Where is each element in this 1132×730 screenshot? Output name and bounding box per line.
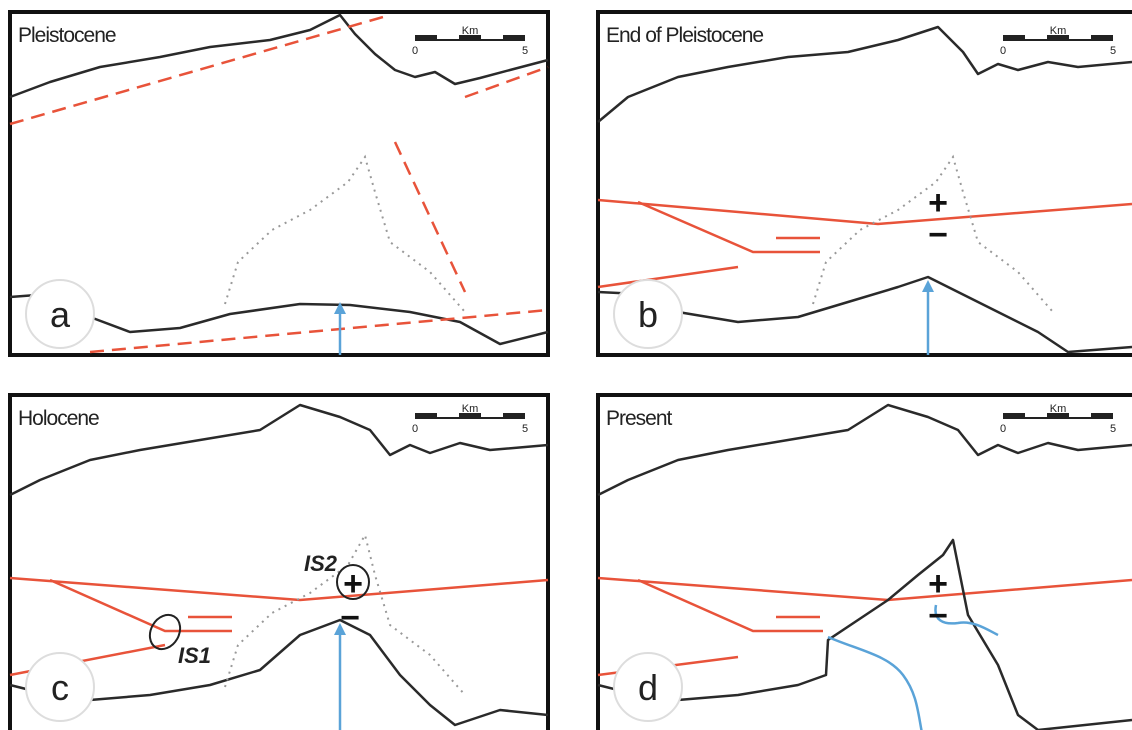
panel-letter: b — [638, 294, 658, 335]
fault — [49, 578, 232, 633]
ridge — [597, 538, 1132, 730]
scale-end: 5 — [522, 45, 528, 57]
ridge — [9, 618, 549, 727]
scale-unit: Km — [1050, 403, 1067, 415]
fault — [597, 198, 1132, 226]
scale-start: 0 — [412, 423, 418, 435]
fault — [637, 578, 823, 633]
panel-letter: a — [50, 294, 71, 335]
letter-badge — [613, 279, 683, 349]
river — [827, 635, 923, 730]
scale-end: 5 — [1110, 45, 1116, 57]
fault — [9, 576, 549, 602]
panel-letter: c — [51, 667, 69, 708]
spot-outline — [336, 564, 370, 600]
panel-title: End of Pleistocene — [606, 24, 763, 47]
panel-frame — [8, 10, 550, 357]
panel-frame — [596, 393, 1132, 730]
uplift-sign: + — [928, 565, 948, 603]
panel-b: + − b End of Pleistocene Km 0 5 — [596, 10, 1132, 357]
panel-c: + − IS1 IS2 c Holocene Km 0 5 — [8, 393, 550, 730]
letter-badge — [25, 652, 95, 722]
scale-end: 5 — [1110, 423, 1116, 435]
scale-unit: Km — [1050, 25, 1067, 37]
panel-title: Present — [606, 407, 673, 430]
panel-letter: d — [638, 667, 658, 708]
scale-unit: Km — [462, 25, 479, 37]
river-arrow — [334, 623, 346, 635]
fault — [597, 265, 739, 289]
scale-unit: Km — [462, 403, 479, 415]
spot-label: IS1 — [178, 643, 211, 668]
river-arrow — [334, 302, 346, 314]
fault — [637, 200, 820, 254]
fault-dashed — [464, 65, 549, 99]
spot-outline — [148, 613, 182, 651]
letter-badge — [25, 279, 95, 349]
panel-frame — [8, 393, 550, 730]
panel-title: Pleistocene — [18, 24, 116, 47]
scale-start: 0 — [1000, 45, 1006, 57]
ridge — [597, 25, 1132, 123]
subsidence-sign: − — [928, 216, 948, 254]
scale-start: 0 — [1000, 423, 1006, 435]
letter-badge — [613, 652, 683, 722]
subsidence-sign: − — [340, 599, 360, 637]
river-arrow — [922, 280, 934, 292]
scale-start: 0 — [412, 45, 418, 57]
panel-a: a Pleistocene Km 0 5 — [8, 10, 550, 357]
ridge — [597, 403, 1132, 497]
fault-dashed — [393, 141, 467, 293]
spot-label: IS2 — [304, 551, 338, 576]
ridge — [9, 403, 549, 497]
panel-d: + − d Present Km 0 5 — [596, 393, 1132, 730]
river — [934, 604, 999, 637]
fault-dashed — [89, 308, 549, 354]
subsidence-sign: − — [928, 597, 948, 635]
uplift-sign: + — [343, 565, 363, 603]
ridge — [9, 13, 549, 99]
scale-end: 5 — [522, 423, 528, 435]
panel-title: Holocene — [18, 407, 99, 430]
uplift-sign: + — [928, 184, 948, 222]
